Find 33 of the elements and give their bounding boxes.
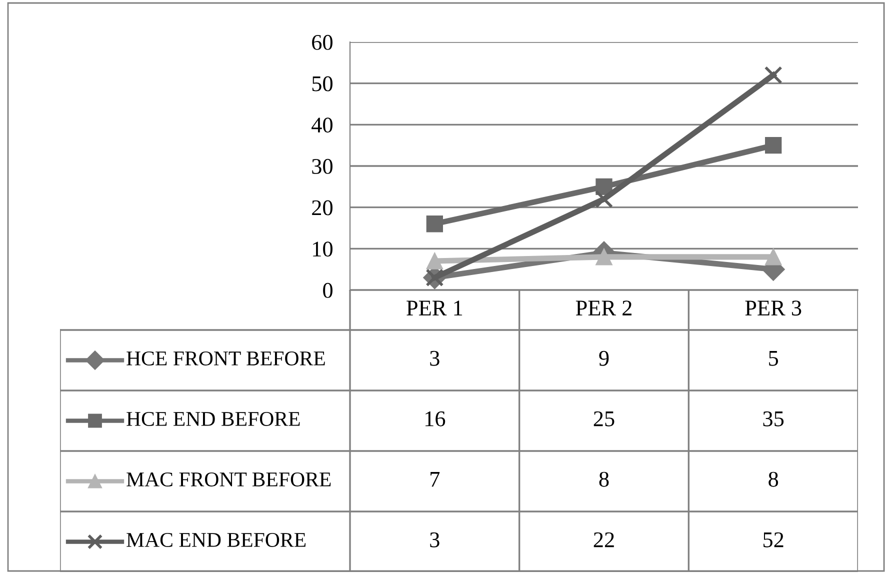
y-tick-label: 20 bbox=[312, 200, 332, 216]
point bbox=[596, 248, 612, 266]
point bbox=[426, 216, 443, 232]
data-label: 9 bbox=[599, 350, 609, 366]
data-label: 52 bbox=[764, 532, 784, 548]
y-tick-label: 10 bbox=[313, 242, 332, 257]
data-label: 7 bbox=[430, 472, 440, 487]
point bbox=[426, 252, 443, 270]
x-tick-label: PER 2 bbox=[576, 300, 632, 316]
data-label: 35 bbox=[763, 411, 784, 426]
data-label: 22 bbox=[594, 532, 614, 548]
x-tick-label: PER 1 bbox=[406, 300, 462, 316]
data-label: 16 bbox=[426, 411, 446, 426]
y-tick-label: 50 bbox=[312, 76, 332, 92]
point bbox=[765, 137, 782, 154]
data-label: 25 bbox=[594, 411, 614, 426]
data-label: 5 bbox=[769, 351, 778, 366]
y-tick-label: 60 bbox=[312, 34, 332, 50]
y-tick-label: 30 bbox=[312, 158, 332, 174]
data-label: 8 bbox=[599, 472, 609, 487]
x-tick-label: PER 3 bbox=[745, 300, 802, 316]
y-tick-label: 40 bbox=[312, 118, 332, 133]
y-tick-label: 0 bbox=[323, 282, 332, 298]
point bbox=[765, 248, 782, 266]
data-label: 8 bbox=[768, 472, 778, 487]
data-label: 3 bbox=[430, 532, 440, 548]
point bbox=[764, 66, 782, 84]
point bbox=[594, 190, 614, 208]
legend-label: HCE END BEFORE bbox=[126, 412, 300, 426]
legend-label: HCE FRONT BEFORE bbox=[126, 351, 325, 366]
legend-label: MAC FRONT BEFORE bbox=[126, 472, 331, 486]
legend-label: MAC END BEFORE bbox=[126, 532, 306, 547]
data-label: 3 bbox=[430, 350, 440, 366]
